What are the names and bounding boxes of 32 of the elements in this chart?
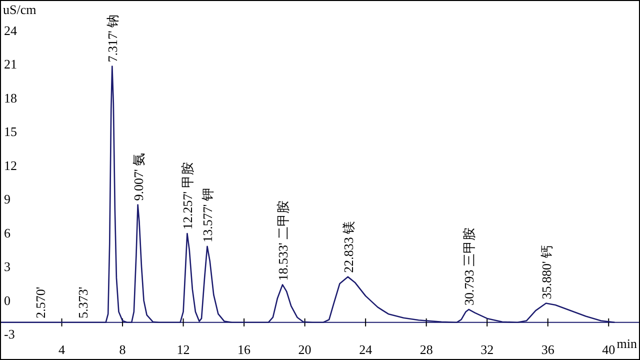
annotation: 22.833 镁 xyxy=(340,220,356,273)
annotation: 2.570' xyxy=(33,286,48,318)
y-tick-label: 3 xyxy=(4,259,10,274)
y-tick-label: 0 xyxy=(4,292,10,308)
x-tick-label: 24 xyxy=(359,342,373,357)
annotation: 35.880' 钙 xyxy=(539,244,554,300)
y-tick-label: 21 xyxy=(4,56,17,72)
annotation: 13.577' 钾 xyxy=(200,188,216,242)
x-tick-label: 20 xyxy=(298,342,312,357)
x-tick-label: 28 xyxy=(420,342,433,357)
annotation: 9.007' 氨 xyxy=(130,152,146,201)
annotation: 5.373' xyxy=(76,286,91,318)
y-tick-label: 6 xyxy=(4,225,11,240)
y-tick-label: 15 xyxy=(4,124,17,140)
x-tick-label: 4 xyxy=(58,342,66,357)
y-tick-label: -3 xyxy=(4,326,15,342)
x-tick-label: 12 xyxy=(176,342,190,357)
x-tick-label: 36 xyxy=(541,342,555,357)
x-axis-title: min xyxy=(616,336,638,351)
x-tick-label: 8 xyxy=(119,342,126,357)
annotation: 30.793 三甲胺 xyxy=(462,227,477,306)
y-tick-label: 18 xyxy=(4,90,17,106)
y-tick-label: 9 xyxy=(4,192,10,207)
y-axis-title: uS/cm xyxy=(3,2,36,17)
y-tick-label: 12 xyxy=(4,158,17,173)
annotation: 7.317' 钠 xyxy=(105,14,120,62)
annotation: 12.257' 甲胺 xyxy=(180,162,196,230)
x-tick-label: 40 xyxy=(602,342,616,357)
x-tick-label: 16 xyxy=(238,342,252,357)
x-tick-label: 32 xyxy=(480,342,494,357)
y-tick-label: 24 xyxy=(4,22,18,38)
annotation: 18.533' 二甲胺 xyxy=(276,200,291,281)
